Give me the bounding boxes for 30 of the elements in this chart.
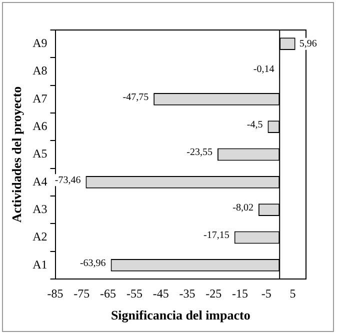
x-tick-label: -5 bbox=[261, 286, 272, 300]
y-axis-title: Actividades del proyecto bbox=[9, 86, 24, 223]
y-tick-label: A3 bbox=[32, 202, 48, 216]
x-axis-title: Significancia del impacto bbox=[110, 308, 250, 323]
x-tick-label: -25 bbox=[206, 286, 222, 300]
x-tick-label: -75 bbox=[74, 286, 90, 300]
y-tick-label: A8 bbox=[32, 64, 48, 78]
data-label: -23,55 bbox=[186, 147, 212, 158]
y-tick-label: A9 bbox=[32, 36, 48, 50]
y-tick-label: A5 bbox=[32, 146, 48, 161]
y-tick-label: A4 bbox=[32, 174, 48, 188]
x-tick-label: -65 bbox=[100, 286, 116, 300]
data-label: -73,46 bbox=[54, 174, 81, 186]
x-tick-label: 5 bbox=[290, 286, 296, 300]
data-label: -63,96 bbox=[80, 258, 106, 269]
data-label: 5,96 bbox=[299, 38, 317, 50]
x-tick-label: -15 bbox=[232, 286, 248, 300]
y-tick-label: A2 bbox=[32, 230, 48, 244]
y-tick-label: A1 bbox=[32, 257, 48, 272]
data-label: -47,75 bbox=[122, 92, 149, 103]
x-tick-label: -85 bbox=[47, 286, 64, 300]
x-tick-label: -45 bbox=[152, 286, 169, 300]
data-label: -0,14 bbox=[253, 64, 274, 76]
data-label: -4,5 bbox=[246, 119, 263, 130]
data-label: -17,15 bbox=[204, 230, 230, 242]
y-tick-label: A7 bbox=[32, 91, 48, 106]
x-tick-label: -35 bbox=[179, 286, 196, 300]
y-tick-label: A6 bbox=[32, 118, 48, 133]
data-label: -8,02 bbox=[232, 202, 254, 214]
x-tick-label: -55 bbox=[126, 286, 142, 300]
